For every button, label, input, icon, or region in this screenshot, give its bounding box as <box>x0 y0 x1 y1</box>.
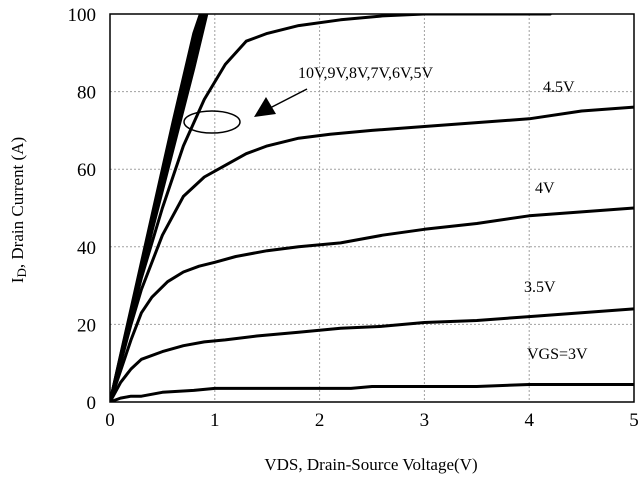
curve-4-5v <box>110 105 634 402</box>
curve-label-3v: VGS=3V <box>527 346 588 363</box>
x-tick-label: 2 <box>315 410 325 431</box>
x-tick-label: 5 <box>629 410 638 431</box>
curve-layer <box>110 14 634 402</box>
y-tick-label: 40 <box>77 238 96 259</box>
x-tick-label: 3 <box>420 410 430 431</box>
y-tick-label: 20 <box>77 315 96 336</box>
tick-layer: 0 1 2 3 4 5 0 20 40 60 80 100 <box>68 5 638 431</box>
curve-label-4v: 4V <box>535 180 555 197</box>
annotation-arrow-head <box>254 97 276 117</box>
plot-frame <box>109 13 635 403</box>
curve-label-3-5v: 3.5V <box>524 279 556 296</box>
grid-lines <box>110 14 634 402</box>
x-tick-label: 0 <box>105 410 115 431</box>
curve-4v <box>110 206 634 402</box>
y-tick-label: 60 <box>77 160 96 181</box>
x-tick-label: 4 <box>524 410 534 431</box>
y-tick-label: 80 <box>77 83 96 104</box>
curve-3v <box>110 383 634 402</box>
y-tick-label: 0 <box>87 393 97 414</box>
annotation-arrow-line <box>269 88 308 109</box>
y-axis-title: ID, Drain Current (A) <box>8 137 29 283</box>
curve-group-ellipse <box>183 110 241 134</box>
curve-3-5v <box>110 307 634 402</box>
y-tick-label: 100 <box>68 5 97 26</box>
x-axis-title: VDS, Drain-Source Voltage(V) <box>264 455 477 474</box>
x-tick-label: 1 <box>210 410 220 431</box>
curve-label-4-5v: 4.5V <box>543 79 575 96</box>
curve-label-group: 10V,9V,8V,7V,6V,5V <box>298 65 433 82</box>
curve-5v <box>110 14 552 402</box>
